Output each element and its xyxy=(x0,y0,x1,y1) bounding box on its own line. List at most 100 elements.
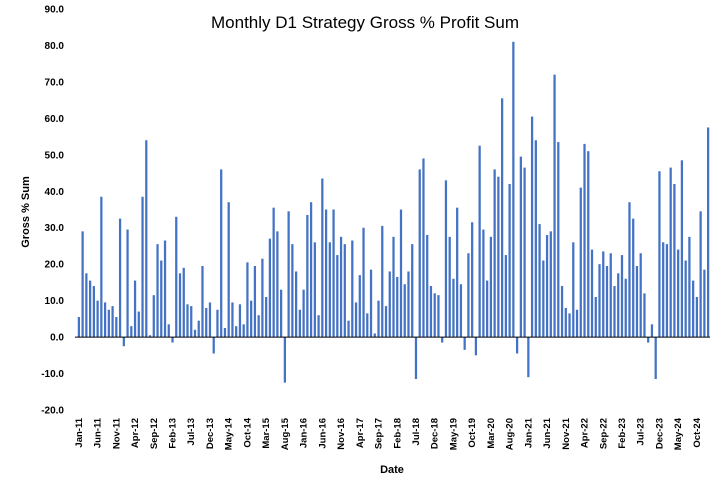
bar xyxy=(677,249,680,338)
bar xyxy=(369,269,373,338)
bar xyxy=(512,41,515,338)
bar xyxy=(467,253,470,338)
y-tick-label: 90.0 xyxy=(45,5,65,16)
x-tick-label: Sep-12 xyxy=(149,418,160,449)
bar xyxy=(620,255,624,338)
bar xyxy=(665,244,669,338)
x-tick-label: Mar-15 xyxy=(261,417,272,448)
bar xyxy=(190,306,193,338)
bar xyxy=(171,337,174,343)
bar xyxy=(433,293,436,338)
bar xyxy=(115,317,118,338)
bar xyxy=(527,337,530,378)
bar xyxy=(103,302,107,338)
bar xyxy=(594,296,597,338)
bar xyxy=(557,142,560,338)
x-tick-label: Jan-11 xyxy=(74,417,85,447)
bar xyxy=(448,236,451,338)
bar xyxy=(411,244,414,338)
bar xyxy=(437,295,440,338)
bar xyxy=(575,309,579,338)
bar xyxy=(673,183,676,338)
bar xyxy=(163,240,167,338)
bar xyxy=(354,302,358,338)
bar xyxy=(227,202,230,338)
bar xyxy=(302,289,305,338)
x-tick-label: Mar-20 xyxy=(486,418,497,449)
bar xyxy=(85,273,88,338)
bar xyxy=(486,280,489,338)
bar xyxy=(703,269,706,338)
bar xyxy=(358,275,361,338)
x-tick-label: May-24 xyxy=(673,417,684,450)
x-tick-label: Apr-22 xyxy=(580,418,591,448)
bar xyxy=(572,242,575,338)
y-tick-label: -10.0 xyxy=(41,369,64,380)
bar xyxy=(538,224,541,338)
x-tick-label: May-19 xyxy=(448,418,459,450)
bar xyxy=(324,209,328,338)
bar xyxy=(175,216,178,338)
bar xyxy=(250,300,253,338)
bar xyxy=(272,207,275,338)
x-tick-label: Jan-21 xyxy=(523,417,534,448)
bar xyxy=(238,304,242,338)
bar xyxy=(137,311,140,338)
bar xyxy=(261,258,264,338)
bar xyxy=(235,326,238,338)
bar xyxy=(347,320,350,338)
bar xyxy=(624,278,627,338)
x-tick-label: Sep-22 xyxy=(598,418,609,449)
x-tick-label: Sep-17 xyxy=(374,418,385,449)
y-tick-label: 60.0 xyxy=(45,114,65,125)
bar xyxy=(403,284,406,338)
bar xyxy=(617,273,620,338)
bar xyxy=(459,284,463,338)
bar xyxy=(392,236,395,338)
bar xyxy=(639,253,642,338)
bar xyxy=(77,317,80,338)
bar xyxy=(647,337,650,343)
bar xyxy=(662,242,665,338)
bar xyxy=(280,289,283,338)
y-tick-label: 40.0 xyxy=(45,187,65,198)
y-tick-labels: -20.0 -10.0 0.0 10.0 20.0 30.0 40.0 50.0 60.0 70.… xyxy=(41,5,64,417)
bar xyxy=(253,266,257,338)
bar xyxy=(268,238,272,338)
bar xyxy=(197,320,200,338)
bar xyxy=(133,280,137,338)
bar xyxy=(100,196,103,338)
x-tick-label: Oct-14 xyxy=(242,417,253,447)
bar xyxy=(418,169,421,338)
bar xyxy=(523,167,526,338)
bar xyxy=(478,145,481,338)
bar xyxy=(366,313,369,338)
bar xyxy=(88,280,92,338)
bar xyxy=(553,74,556,338)
bar xyxy=(216,309,219,338)
y-tick-label: 50.0 xyxy=(45,150,65,161)
x-tick-label: Nov-11 xyxy=(111,417,122,449)
x-tick-labels: Jan-11 Jun-11 Nov-11 Apr-12 Sep-12 Feb-13 Jul-… xyxy=(74,417,703,450)
chart-title: Monthly D1 Strategy Gross % Profit Sum xyxy=(211,13,519,32)
bar xyxy=(283,337,287,383)
bar xyxy=(321,178,324,338)
y-tick-label: 30.0 xyxy=(45,223,65,234)
bar xyxy=(276,231,279,338)
x-tick-label: Jun-11 xyxy=(93,417,104,448)
x-tick-label: Oct-19 xyxy=(467,418,478,448)
x-tick-label: Dec-13 xyxy=(205,418,216,449)
bar xyxy=(294,271,298,338)
bar xyxy=(452,278,455,338)
bar xyxy=(156,244,159,338)
bar xyxy=(635,266,639,338)
bar xyxy=(246,262,249,338)
bar xyxy=(534,140,537,338)
bar xyxy=(692,280,695,338)
bar xyxy=(201,266,204,338)
bar xyxy=(287,211,290,338)
bar xyxy=(328,242,331,338)
bar xyxy=(695,296,699,338)
bar xyxy=(497,176,500,338)
y-axis-label: Gross % Sum xyxy=(20,176,32,248)
